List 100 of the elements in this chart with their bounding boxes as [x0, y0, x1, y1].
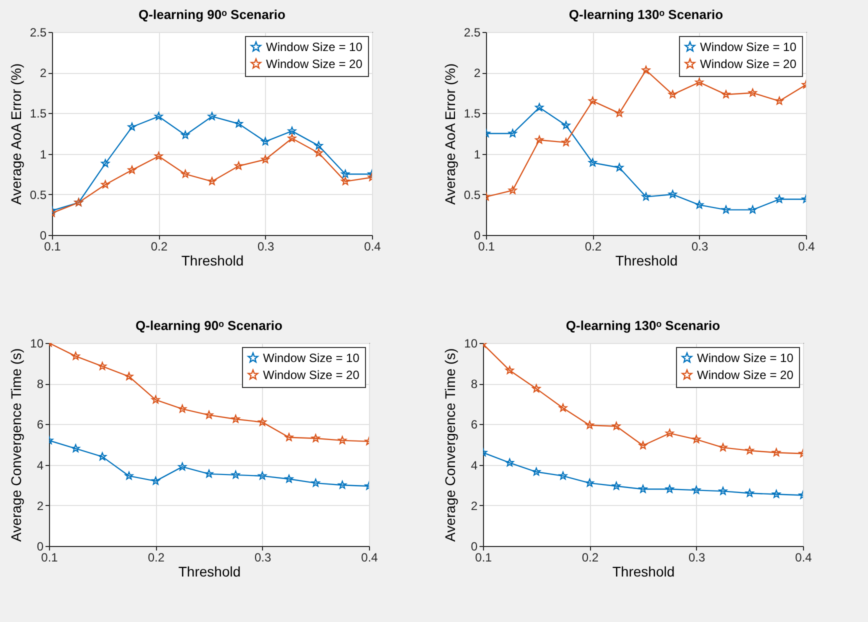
x-tick-label: 0.4: [798, 240, 816, 254]
point: [288, 126, 296, 135]
x-tick-label: 0.4: [361, 550, 378, 564]
point: [178, 462, 187, 471]
x-tick-label: 0.3: [691, 240, 708, 254]
point: [558, 472, 568, 480]
point: [234, 162, 243, 170]
x-tick-label: 0.2: [148, 550, 165, 564]
point: [151, 395, 160, 404]
x-tick-label: 0.3: [688, 550, 706, 564]
point: [665, 428, 674, 438]
point: [558, 404, 568, 412]
point: [181, 170, 190, 178]
point: [615, 108, 624, 117]
point: [154, 152, 163, 160]
point: [208, 112, 216, 120]
y-tick-label: 0: [470, 540, 478, 554]
point: [314, 141, 323, 150]
x-tick-label: 0.4: [795, 550, 812, 564]
chart-title: Q-learning 90ᵒ Scenario: [136, 318, 283, 333]
y-tick-label: 10: [464, 336, 478, 350]
point: [772, 490, 781, 498]
legend-label: Window Size = 10: [700, 40, 797, 54]
point: [231, 414, 240, 423]
x-tick-label: 0.2: [150, 240, 168, 254]
point: [612, 482, 621, 490]
y-tick-label: 1: [474, 147, 481, 162]
y-axis-title: Average Convergence Time (s): [442, 348, 458, 542]
point: [341, 176, 350, 186]
point: [718, 486, 728, 495]
point: [745, 488, 754, 497]
legend-label: Window Size = 20: [700, 57, 797, 71]
point: [718, 443, 728, 452]
y-tick-label: 1: [40, 147, 47, 162]
point: [722, 90, 730, 98]
point: [535, 136, 544, 144]
point: [311, 434, 320, 442]
point: [772, 448, 781, 456]
y-tick-label: 1.5: [30, 106, 47, 121]
y-tick-label: 0.5: [464, 188, 481, 202]
point: [638, 484, 648, 493]
point: [71, 444, 80, 452]
point: [692, 435, 701, 444]
y-tick-label: 0: [474, 228, 481, 242]
point: [748, 205, 757, 214]
point: [695, 200, 704, 209]
point: [585, 420, 594, 429]
x-tick-label: 0.2: [582, 550, 599, 564]
point: [178, 404, 187, 413]
point: [261, 155, 270, 164]
point: [562, 138, 570, 146]
point: [692, 486, 701, 494]
x-axis-title: Threshold: [178, 564, 241, 580]
point: [128, 122, 136, 131]
point: [535, 103, 544, 112]
x-tick-label: 0.1: [478, 240, 496, 254]
point: [745, 446, 754, 454]
legend-label: Window Size = 20: [263, 368, 360, 382]
point: [284, 432, 294, 442]
point: [98, 452, 107, 460]
x-tick-label: 0.4: [364, 240, 382, 254]
point: [532, 384, 541, 392]
y-axis-title: Average AoA Error (%): [442, 63, 458, 205]
point: [532, 467, 541, 476]
y-axis-title: Average Convergence Time (s): [8, 348, 24, 542]
y-tick-label: 8: [36, 377, 44, 392]
y-tick-label: 6: [36, 418, 44, 432]
point: [508, 129, 517, 138]
x-tick-label: 0.1: [475, 550, 492, 564]
y-tick-label: 2.5: [30, 26, 47, 40]
point: [775, 96, 784, 105]
point: [288, 134, 296, 142]
point: [505, 366, 514, 374]
point: [98, 362, 107, 370]
x-axis-title: Threshold: [615, 252, 678, 268]
y-axis-title: Average AoA Error (%): [8, 63, 24, 205]
point: [615, 163, 624, 172]
point: [668, 90, 677, 98]
legend-label: Window Size = 20: [697, 368, 794, 382]
point: [204, 470, 214, 478]
x-tick-label: 0.1: [41, 550, 58, 564]
point: [154, 112, 163, 120]
point: [341, 170, 350, 178]
x-tick-label: 0.2: [584, 240, 602, 254]
point: [124, 372, 134, 380]
y-tick-label: 4: [36, 458, 44, 472]
y-tick-label: 2: [470, 498, 478, 513]
y-tick-label: 10: [30, 336, 44, 350]
point: [722, 205, 730, 214]
point: [505, 458, 514, 466]
legend-label: Window Size = 20: [266, 57, 363, 71]
point: [642, 66, 650, 74]
x-tick-label: 0.3: [254, 550, 272, 564]
y-tick-label: 4: [470, 458, 478, 472]
point: [258, 472, 267, 480]
point: [338, 436, 347, 444]
x-tick-label: 0.3: [257, 240, 274, 254]
point: [231, 470, 240, 479]
y-tick-label: 2: [36, 498, 44, 513]
y-tick-label: 0: [40, 228, 47, 242]
